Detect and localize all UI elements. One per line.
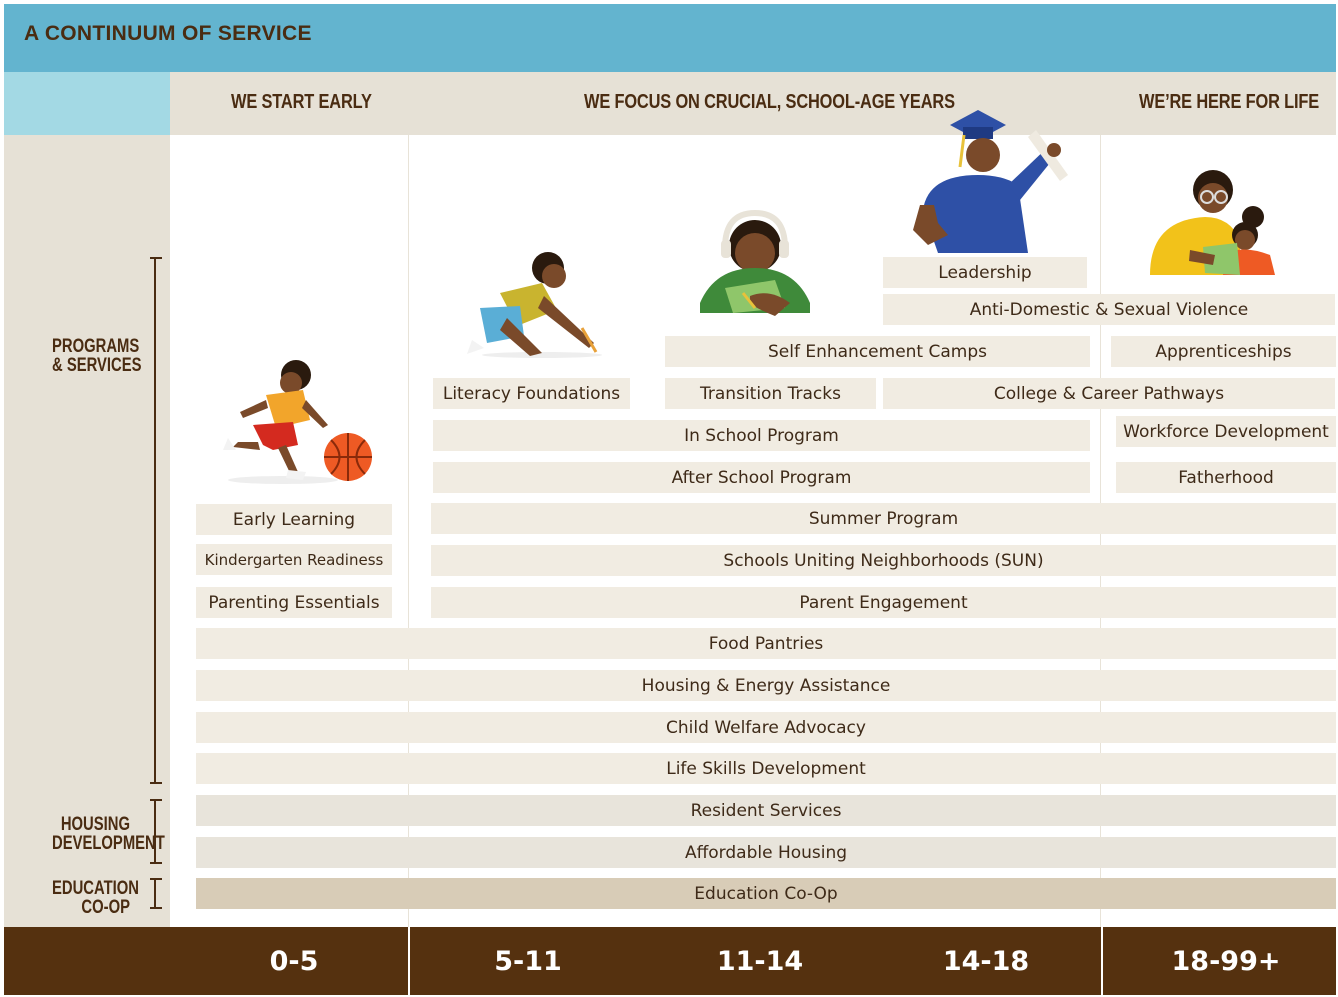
program-fatherhood: Fatherhood bbox=[1116, 462, 1336, 493]
header-school-age: WE FOCUS ON CRUCIAL, SCHOOL-AGE YEARS bbox=[584, 91, 955, 113]
category-column bbox=[4, 135, 170, 927]
age-range-18-99: 18-99+ bbox=[1171, 945, 1281, 977]
header-accent-block bbox=[4, 72, 170, 135]
program-housing-energy-assistance: Housing & Energy Assistance bbox=[196, 670, 1336, 701]
housing-bracket bbox=[150, 799, 162, 864]
program-self-enhancement-camps: Self Enhancement Camps bbox=[665, 336, 1090, 367]
program-in-school: In School Program bbox=[433, 420, 1090, 451]
program-after-school: After School Program bbox=[433, 462, 1090, 493]
age-range-11-14: 11-14 bbox=[716, 945, 804, 977]
title-bar bbox=[4, 4, 1336, 72]
age-range-14-18: 14-18 bbox=[942, 945, 1030, 977]
program-food-pantries: Food Pantries bbox=[196, 628, 1336, 659]
program-parent-engagement: Parent Engagement bbox=[431, 587, 1336, 618]
program-anti-domestic-sexual-violence: Anti-Domestic & Sexual Violence bbox=[883, 294, 1335, 325]
graduate-with-diploma-icon bbox=[913, 110, 1068, 253]
program-kindergarten-readiness: Kindergarten Readiness bbox=[196, 544, 392, 575]
program-child-welfare-advocacy: Child Welfare Advocacy bbox=[196, 712, 1336, 743]
program-summer: Summer Program bbox=[431, 503, 1336, 534]
program-workforce-development: Workforce Development bbox=[1116, 416, 1336, 447]
footer-divider bbox=[408, 927, 410, 995]
age-range-5-11: 5-11 bbox=[494, 945, 562, 977]
program-college-career-pathways: College & Career Pathways bbox=[883, 378, 1335, 409]
education-bracket bbox=[150, 878, 162, 909]
student-with-headphones-icon bbox=[700, 209, 810, 316]
education-coop-bar: Education Co-Op bbox=[196, 878, 1336, 909]
education-coop-label: EDUCATION CO-OP bbox=[52, 878, 140, 918]
header-for-life: WE’RE HERE FOR LIFE bbox=[1139, 91, 1320, 113]
program-parenting-essentials: Parenting Essentials bbox=[196, 587, 392, 618]
toddler-with-basketball-icon bbox=[223, 360, 372, 484]
program-life-skills-development: Life Skills Development bbox=[196, 753, 1336, 784]
header-band bbox=[170, 72, 1336, 135]
housing-resident-services: Resident Services bbox=[196, 795, 1336, 826]
page-title: A CONTINUUM OF SERVICE bbox=[24, 22, 312, 45]
age-footer bbox=[4, 927, 1336, 995]
programs-bracket bbox=[150, 257, 162, 784]
age-range-0-5: 0-5 bbox=[269, 945, 319, 977]
column-divider bbox=[408, 135, 409, 927]
program-literacy-foundations: Literacy Foundations bbox=[433, 378, 630, 409]
parent-and-child-reading-icon bbox=[1150, 170, 1275, 275]
housing-development-label: HOUSING DEVELOPMENT bbox=[52, 814, 165, 854]
child-drawing-icon bbox=[467, 252, 602, 358]
program-early-learning: Early Learning bbox=[196, 504, 392, 535]
program-leadership: Leadership bbox=[883, 257, 1087, 288]
program-sun: Schools Uniting Neighborhoods (SUN) bbox=[431, 545, 1336, 576]
program-apprenticeships: Apprenticeships bbox=[1111, 336, 1336, 367]
footer-divider bbox=[1101, 927, 1103, 995]
program-transition-tracks: Transition Tracks bbox=[665, 378, 876, 409]
housing-affordable-housing: Affordable Housing bbox=[196, 837, 1336, 868]
programs-services-label: PROGRAMS & SERVICES bbox=[52, 336, 142, 376]
header-start-early: WE START EARLY bbox=[231, 91, 372, 113]
